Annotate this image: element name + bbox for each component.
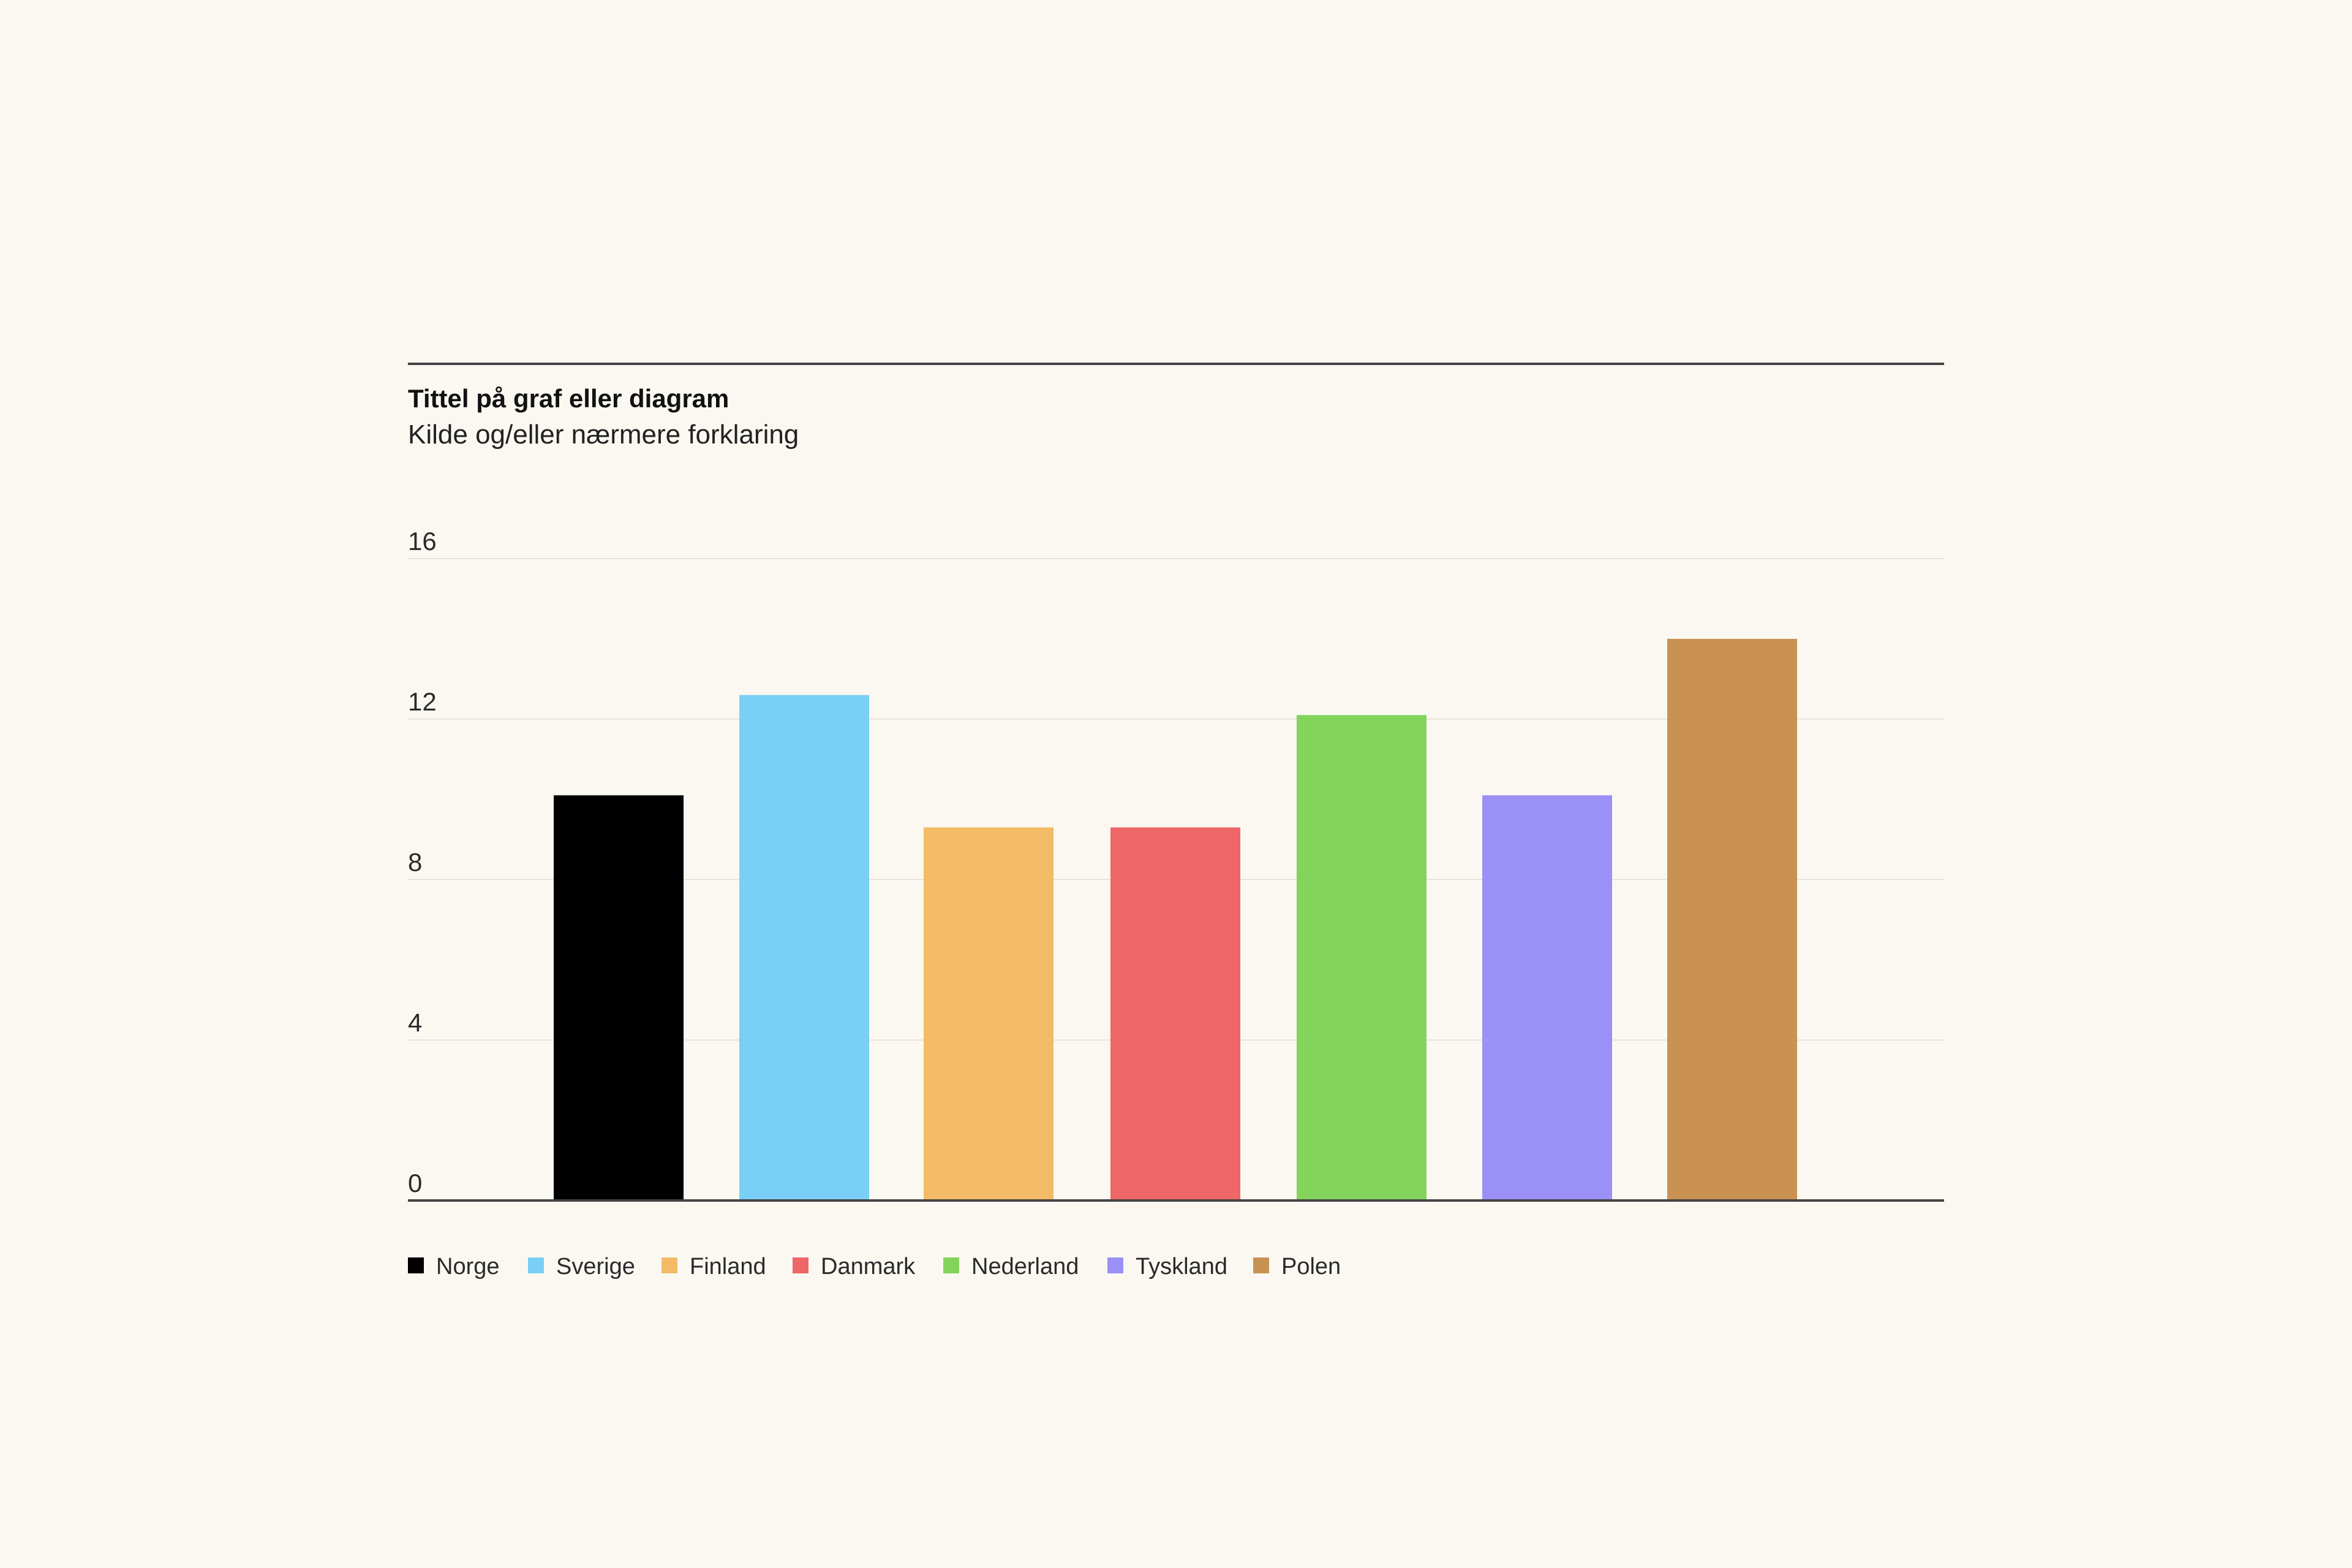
bar-polen [1667, 639, 1797, 1200]
legend: Norge Sverige Finland Danmark Nederland Tyskl… [408, 1254, 1341, 1280]
legend-swatch-tyskland [1107, 1257, 1123, 1273]
legend-label-norge: Norge [436, 1254, 500, 1280]
bars [554, 639, 1797, 1200]
chart-title: Tittel på graf eller diagram [408, 384, 729, 413]
legend-label-finland: Finland [690, 1254, 766, 1280]
legend-swatch-finland [662, 1257, 677, 1273]
legend-swatch-sverige [528, 1257, 544, 1273]
bar-norge [554, 795, 684, 1200]
legend-swatch-danmark [793, 1257, 809, 1273]
bar-finland [924, 827, 1054, 1200]
chart-subtitle: Kilde og/eller nærmere forklaring [408, 420, 799, 450]
legend-label-sverige: Sverige [556, 1254, 635, 1280]
legend-label-tyskland: Tyskland [1136, 1254, 1227, 1280]
y-tick-label-8: 8 [408, 848, 422, 876]
bar-tyskland [1482, 795, 1612, 1200]
y-tick-label-4: 4 [408, 1008, 422, 1037]
y-axis-tick-labels: 0 4 8 12 16 [408, 527, 437, 1197]
legend-label-nederland: Nederland [971, 1254, 1079, 1280]
bar-danmark [1110, 827, 1240, 1200]
y-tick-label-0: 0 [408, 1169, 422, 1197]
legend-swatch-polen [1253, 1257, 1269, 1273]
y-tick-label-16: 16 [408, 527, 437, 556]
bar-nederland [1297, 715, 1427, 1200]
legend-swatch-norge [408, 1257, 424, 1273]
bar-sverige [739, 695, 869, 1200]
legend-label-polen: Polen [1281, 1254, 1341, 1280]
legend-swatch-nederland [943, 1257, 959, 1273]
y-tick-label-12: 12 [408, 687, 437, 716]
legend-label-danmark: Danmark [821, 1254, 916, 1280]
